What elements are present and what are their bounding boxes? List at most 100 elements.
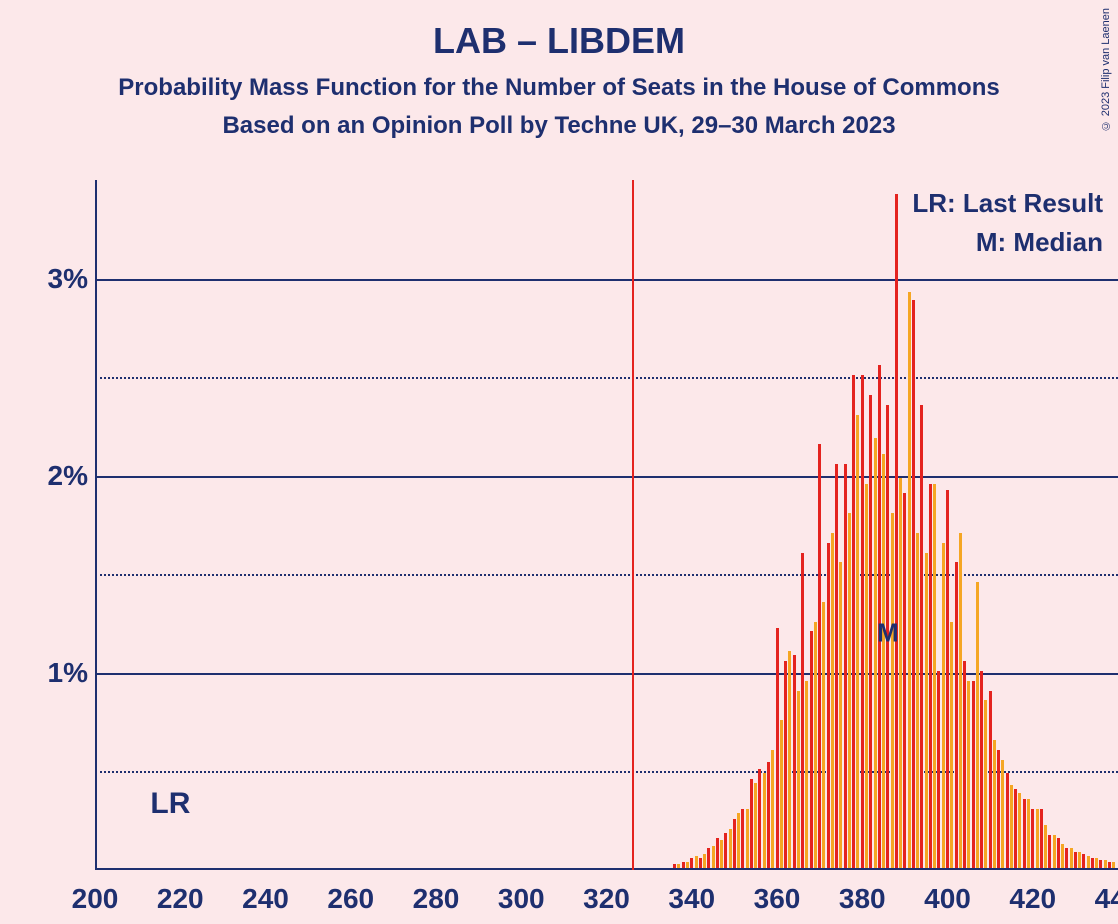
pmf-bar [1070, 848, 1073, 868]
pmf-bar [1048, 835, 1051, 869]
pmf-bar [937, 671, 940, 868]
legend-m: M: Median [912, 227, 1103, 258]
pmf-bar [1074, 852, 1077, 868]
pmf-bar [677, 864, 680, 868]
pmf-bar [699, 858, 702, 868]
x-tick-label: 420 [1009, 883, 1056, 915]
pmf-bar [686, 862, 689, 868]
pmf-bar [788, 651, 791, 868]
x-tick-label: 400 [924, 883, 971, 915]
pmf-bar [967, 681, 970, 868]
pmf-bar [737, 813, 740, 868]
pmf-bar [814, 622, 817, 868]
y-tick-label: 2% [48, 460, 88, 492]
chart-subtitle2: Based on an Opinion Poll by Techne UK, 2… [0, 112, 1118, 140]
pmf-bar [997, 750, 1000, 868]
pmf-bar [1095, 858, 1098, 868]
pmf-bar [1065, 848, 1068, 868]
pmf-bar [1099, 860, 1102, 868]
pmf-bar [771, 750, 774, 868]
pmf-bar [1104, 860, 1107, 868]
pmf-bar [1078, 852, 1081, 868]
pmf-bar [1040, 809, 1043, 868]
pmf-bar [903, 493, 906, 868]
pmf-bar [946, 490, 949, 869]
y-tick-label: 3% [48, 263, 88, 295]
x-tick-label: 300 [498, 883, 545, 915]
pmf-bar [959, 533, 962, 868]
pmf-bar [852, 375, 855, 868]
x-tick-label: 340 [668, 883, 715, 915]
copyright-text: © 2023 Filip van Laenen [1100, 8, 1112, 131]
pmf-bar [767, 762, 770, 868]
pmf-bar [1091, 858, 1094, 868]
pmf-bar [831, 533, 834, 868]
pmf-bar [1053, 835, 1056, 869]
pmf-bar [980, 671, 983, 868]
pmf-bar [1087, 856, 1090, 868]
x-tick-label: 240 [242, 883, 289, 915]
pmf-bar [673, 864, 676, 868]
pmf-bar [972, 681, 975, 868]
pmf-bar [976, 582, 979, 868]
pmf-bar [1057, 838, 1060, 868]
pmf-bar [908, 292, 911, 868]
pmf-bar [720, 840, 723, 868]
pmf-bar [797, 691, 800, 868]
legend: LR: Last Result M: Median [912, 188, 1103, 266]
pmf-bar [929, 484, 932, 868]
pmf-bar [712, 846, 715, 868]
pmf-bar [920, 405, 923, 868]
pmf-bar [874, 438, 877, 868]
pmf-bar [891, 513, 894, 868]
pmf-bar [822, 602, 825, 868]
chart-plot-area: 1%2%3% 200220240260280300320340360380400… [95, 180, 1118, 870]
pmf-bar [746, 809, 749, 868]
pmf-bar [776, 628, 779, 869]
pmf-bar [741, 809, 744, 868]
pmf-bar [707, 848, 710, 868]
pmf-bar [1044, 825, 1047, 868]
pmf-bar [835, 464, 838, 868]
pmf-bar [754, 783, 757, 868]
pmf-bar [861, 375, 864, 868]
pmf-bar [848, 513, 851, 868]
pmf-bar [1014, 789, 1017, 868]
median-marker-label: M [877, 618, 899, 649]
pmf-bar [933, 484, 936, 868]
chart-title: LAB – LIBDEM [0, 0, 1118, 62]
pmf-bar [810, 631, 813, 868]
pmf-bar [729, 829, 732, 868]
x-tick-label: 360 [754, 883, 801, 915]
pmf-bar [878, 365, 881, 868]
y-tick-label: 1% [48, 657, 88, 689]
lr-marker-label: LR [150, 787, 190, 821]
pmf-bar [844, 464, 847, 868]
pmf-bar [682, 862, 685, 868]
pmf-bar [750, 779, 753, 868]
pmf-bar [805, 681, 808, 868]
pmf-bar [690, 858, 693, 868]
pmf-bar [882, 454, 885, 868]
pmf-bar [1027, 799, 1030, 868]
pmf-bar [1031, 809, 1034, 868]
pmf-bar [695, 856, 698, 868]
pmf-bar [758, 769, 761, 868]
pmf-bar [827, 543, 830, 868]
x-tick-label: 440 [1095, 883, 1118, 915]
pmf-bar [912, 300, 915, 868]
pmf-bar [839, 562, 842, 868]
x-tick-label: 280 [413, 883, 460, 915]
pmf-bar [950, 622, 953, 868]
pmf-bar [856, 415, 859, 868]
x-tick-label: 320 [583, 883, 630, 915]
pmf-bar [1061, 844, 1064, 868]
pmf-bar [784, 661, 787, 868]
pmf-bar [916, 533, 919, 868]
pmf-bar [780, 720, 783, 868]
pmf-bar [1010, 785, 1013, 868]
pmf-bar [801, 553, 804, 868]
pmf-bar [865, 484, 868, 868]
pmf-bar [763, 773, 766, 868]
x-tick-label: 260 [327, 883, 374, 915]
